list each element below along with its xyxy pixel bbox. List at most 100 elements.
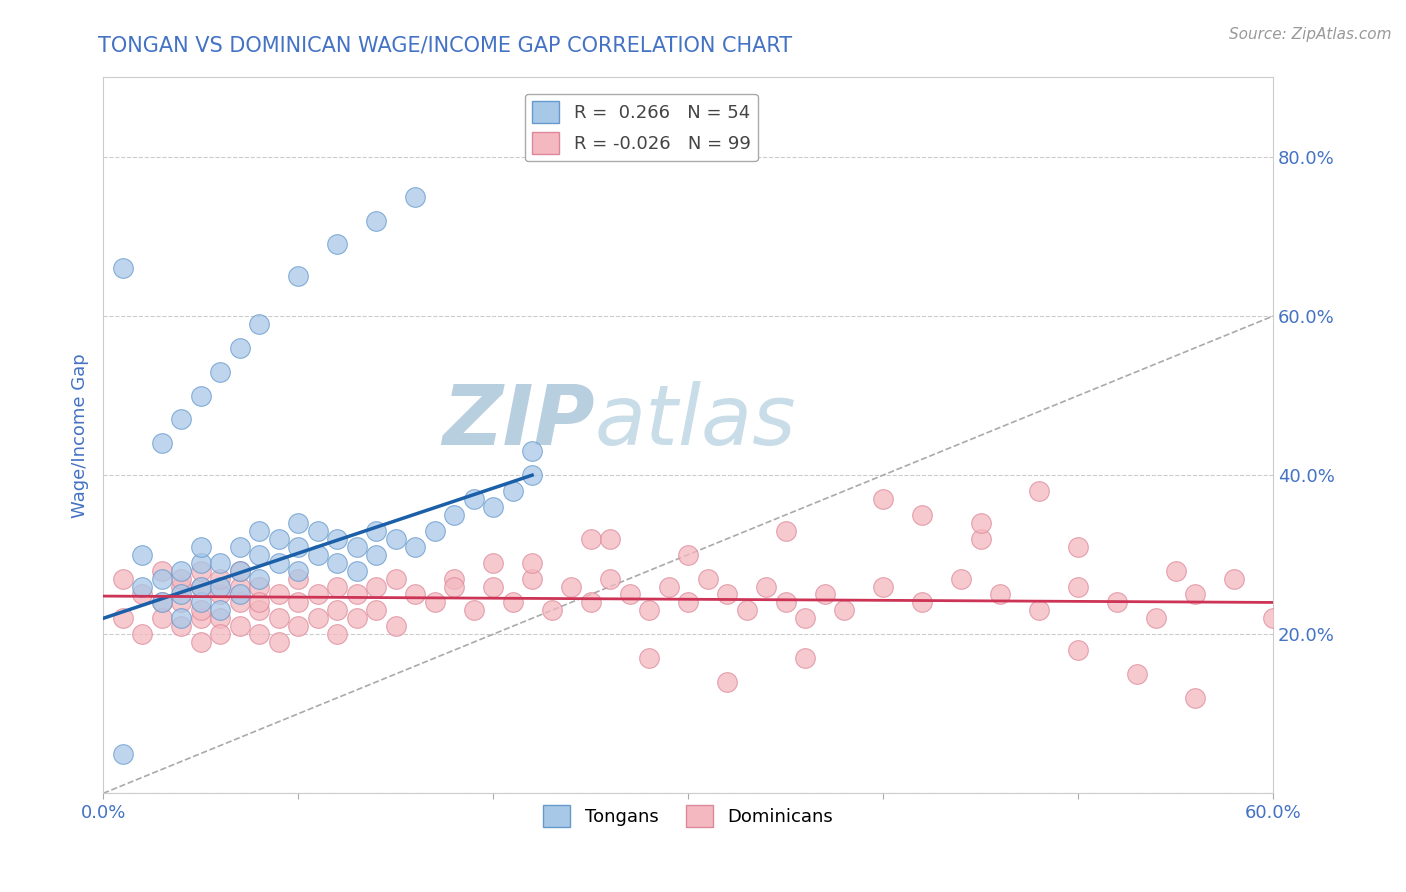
Dominicans [443,572,465,586]
Dominicans [111,572,134,586]
Tongans [482,500,505,514]
Tongans [228,540,250,554]
Dominicans [228,595,250,609]
Dominicans [1223,572,1246,586]
Tongans [326,556,349,570]
Dominicans [872,580,894,594]
Tongans [423,524,446,538]
Tongans [287,564,309,578]
Dominicans [267,611,290,625]
Dominicans [384,619,406,633]
Text: ZIP: ZIP [441,381,595,461]
Dominicans [1164,564,1187,578]
Dominicans [482,556,505,570]
Dominicans [364,603,387,617]
Dominicans [190,603,212,617]
Tongans [228,341,250,355]
Dominicans [209,572,232,586]
Dominicans [228,619,250,633]
Dominicans [443,580,465,594]
Tongans [247,317,270,331]
Dominicans [579,595,602,609]
Tongans [267,532,290,546]
Dominicans [170,572,193,586]
Dominicans [170,580,193,594]
Tongans [443,508,465,522]
Dominicans [599,572,621,586]
Dominicans [307,587,329,601]
Dominicans [775,595,797,609]
Dominicans [1184,587,1206,601]
Dominicans [482,580,505,594]
Tongans [228,587,250,601]
Dominicans [794,611,817,625]
Dominicans [755,580,778,594]
Dominicans [735,603,758,617]
Dominicans [190,580,212,594]
Dominicans [267,635,290,649]
Tongans [287,540,309,554]
Dominicans [463,603,485,617]
Dominicans [832,603,855,617]
Tongans [307,524,329,538]
Dominicans [307,611,329,625]
Tongans [150,572,173,586]
Dominicans [209,611,232,625]
Legend: Tongans, Dominicans: Tongans, Dominicans [536,798,841,834]
Tongans [209,603,232,617]
Text: Source: ZipAtlas.com: Source: ZipAtlas.com [1229,27,1392,42]
Dominicans [696,572,718,586]
Dominicans [287,595,309,609]
Tongans [287,269,309,284]
Dominicans [170,619,193,633]
Dominicans [638,603,661,617]
Dominicans [794,651,817,665]
Dominicans [346,587,368,601]
Tongans [404,540,426,554]
Dominicans [287,572,309,586]
Tongans [190,540,212,554]
Dominicans [560,580,582,594]
Tongans [520,444,543,458]
Tongans [209,556,232,570]
Tongans [364,524,387,538]
Dominicans [619,587,641,601]
Dominicans [1105,595,1128,609]
Tongans [326,237,349,252]
Tongans [228,564,250,578]
Tongans [287,516,309,530]
Dominicans [267,587,290,601]
Dominicans [813,587,835,601]
Tongans [326,532,349,546]
Tongans [267,556,290,570]
Dominicans [1067,643,1090,657]
Dominicans [969,532,991,546]
Dominicans [228,580,250,594]
Dominicans [1067,540,1090,554]
Dominicans [716,675,738,690]
Dominicans [190,635,212,649]
Tongans [346,564,368,578]
Dominicans [247,580,270,594]
Dominicans [911,595,934,609]
Tongans [170,611,193,625]
Tongans [404,190,426,204]
Dominicans [676,548,699,562]
Tongans [150,436,173,450]
Dominicans [1028,484,1050,499]
Dominicans [1067,580,1090,594]
Dominicans [520,556,543,570]
Dominicans [190,611,212,625]
Dominicans [676,595,699,609]
Dominicans [326,580,349,594]
Dominicans [969,516,991,530]
Dominicans [228,564,250,578]
Dominicans [950,572,973,586]
Dominicans [326,627,349,641]
Dominicans [247,603,270,617]
Dominicans [911,508,934,522]
Dominicans [423,595,446,609]
Y-axis label: Wage/Income Gap: Wage/Income Gap [72,353,89,517]
Tongans [131,548,153,562]
Dominicans [520,572,543,586]
